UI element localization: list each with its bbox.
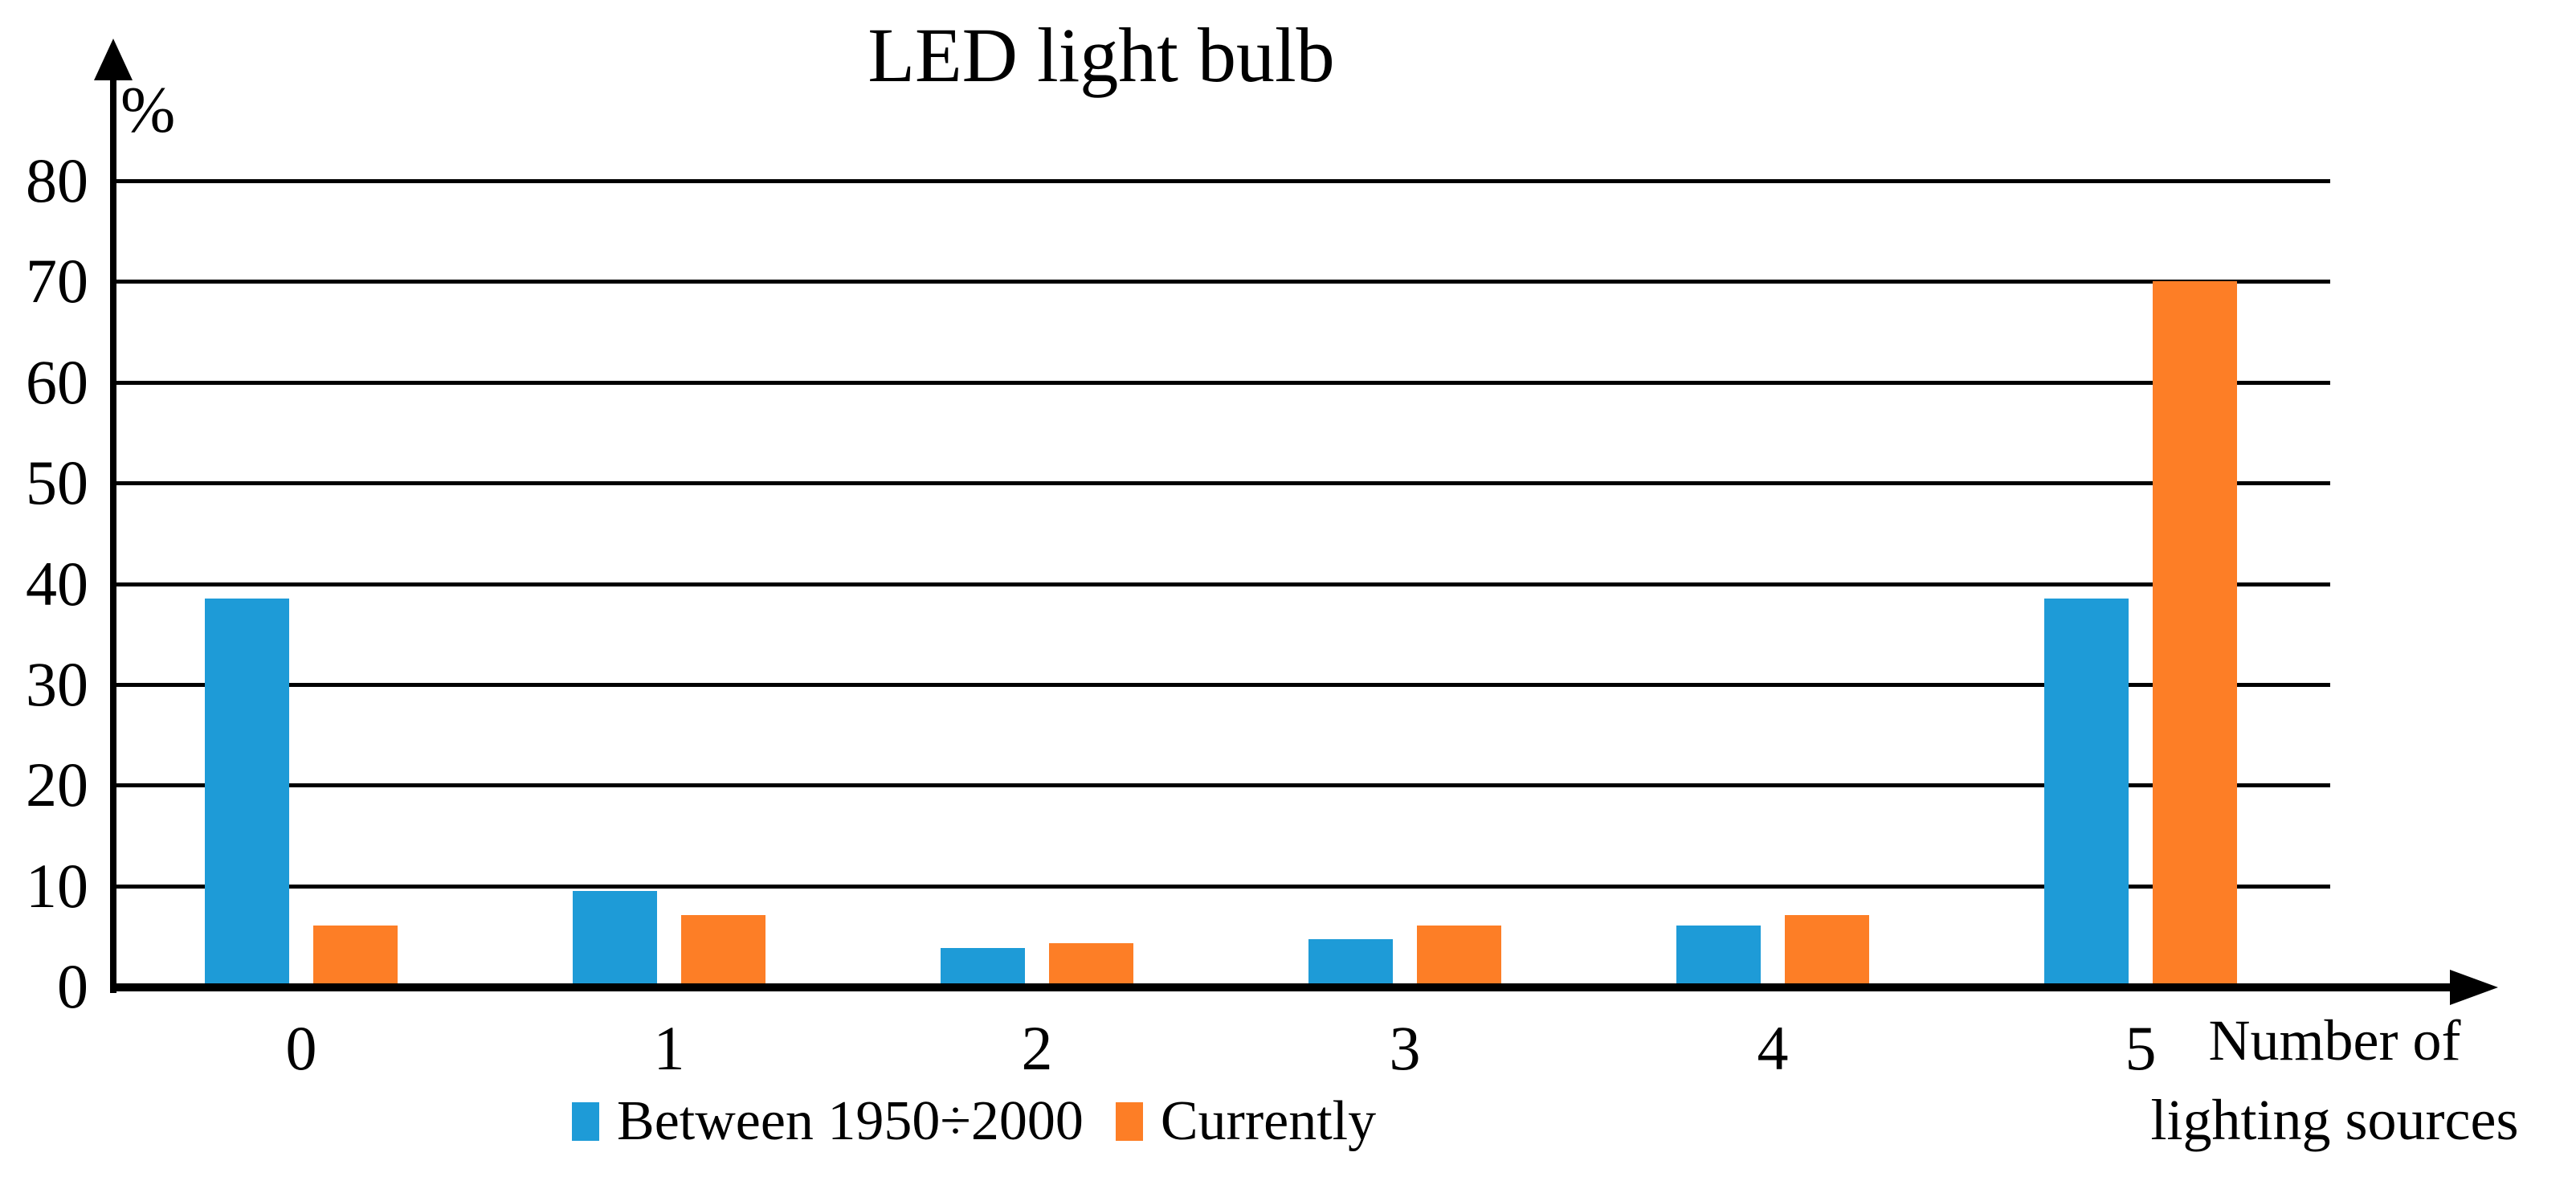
x-axis-line bbox=[110, 983, 2454, 991]
legend-label-between-1950-2000: Between 1950÷2000 bbox=[617, 1090, 1084, 1152]
gridline-50 bbox=[110, 481, 2330, 486]
bar-currently-cat5 bbox=[2153, 281, 2237, 987]
y-tick-label-80: 80 bbox=[26, 145, 88, 215]
bar-between-cat1 bbox=[573, 890, 657, 987]
x-axis-title: Number of lighting sources bbox=[2093, 1001, 2576, 1160]
y-tick-label-60: 60 bbox=[26, 346, 88, 417]
x-axis-title-line2: lighting sources bbox=[2150, 1088, 2519, 1152]
y-tick-label-30: 30 bbox=[26, 648, 88, 719]
y-axis-line bbox=[110, 47, 116, 993]
bar-currently-cat3 bbox=[1417, 925, 1501, 987]
legend-swatch-blue-icon bbox=[572, 1102, 599, 1141]
y-tick-label-0: 0 bbox=[57, 951, 88, 1021]
y-axis-arrow-icon bbox=[94, 39, 133, 80]
bar-currently-cat4 bbox=[1785, 914, 1869, 987]
legend-swatch-orange-icon bbox=[1115, 1102, 1143, 1141]
x-category-label-5: 5 bbox=[2125, 1013, 2157, 1083]
legend-item-between-1950-2000: Between 1950÷2000 bbox=[572, 1089, 1084, 1154]
bar-between-cat0 bbox=[205, 599, 289, 987]
gridline-10 bbox=[110, 884, 2330, 889]
legend-item-currently: Currently bbox=[1115, 1089, 1377, 1154]
x-axis-arrow-icon bbox=[2450, 970, 2498, 1005]
gridline-80 bbox=[110, 179, 2330, 183]
y-tick-label-40: 40 bbox=[26, 548, 88, 619]
gridline-30 bbox=[110, 682, 2330, 687]
bar-between-cat4 bbox=[1676, 925, 1761, 987]
y-axis-unit-label: % bbox=[120, 73, 176, 146]
x-category-label-3: 3 bbox=[1389, 1013, 1421, 1083]
legend: Between 1950÷2000 Currently bbox=[572, 1089, 1376, 1154]
bar-between-cat2 bbox=[941, 948, 1025, 987]
bar-between-cat3 bbox=[1308, 939, 1393, 987]
bar-between-cat5 bbox=[2044, 599, 2129, 987]
bar-currently-cat1 bbox=[681, 914, 765, 987]
gridline-20 bbox=[110, 783, 2330, 788]
x-axis-title-line1: Number of bbox=[2208, 1008, 2461, 1073]
x-category-label-4: 4 bbox=[1757, 1013, 1789, 1083]
y-tick-label-70: 70 bbox=[26, 246, 88, 317]
gridline-60 bbox=[110, 380, 2330, 385]
x-category-label-0: 0 bbox=[285, 1013, 317, 1083]
gridline-70 bbox=[110, 280, 2330, 284]
x-category-label-2: 2 bbox=[1021, 1013, 1053, 1083]
chart-title: LED light bulb bbox=[868, 12, 1335, 98]
legend-label-currently: Currently bbox=[1160, 1090, 1377, 1152]
bar-currently-cat0 bbox=[313, 925, 398, 987]
y-tick-label-10: 10 bbox=[26, 850, 88, 921]
y-tick-label-20: 20 bbox=[26, 750, 88, 820]
gridline-40 bbox=[110, 582, 2330, 586]
y-tick-label-50: 50 bbox=[26, 447, 88, 518]
bar-currently-cat2 bbox=[1049, 943, 1133, 987]
x-category-label-1: 1 bbox=[653, 1013, 685, 1083]
